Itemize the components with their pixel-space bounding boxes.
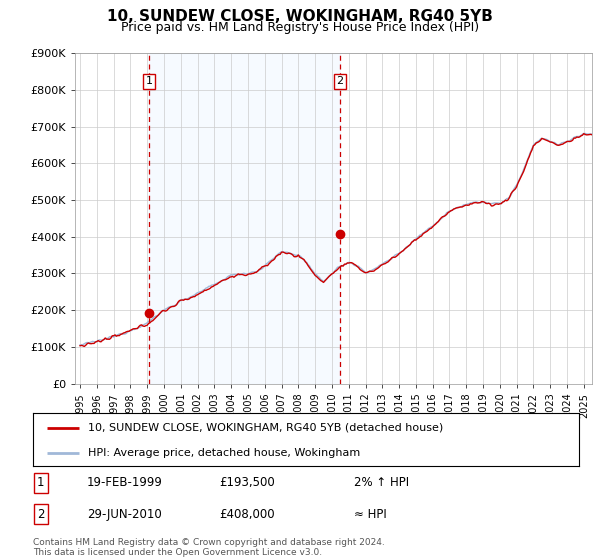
Text: 2% ↑ HPI: 2% ↑ HPI bbox=[354, 476, 409, 489]
Text: HPI: Average price, detached house, Wokingham: HPI: Average price, detached house, Woki… bbox=[88, 447, 360, 458]
Text: ≈ HPI: ≈ HPI bbox=[354, 507, 387, 521]
Text: £408,000: £408,000 bbox=[219, 507, 275, 521]
Bar bbox=[149, 53, 340, 384]
Text: 1: 1 bbox=[37, 476, 44, 489]
Text: 29-JUN-2010: 29-JUN-2010 bbox=[87, 507, 162, 521]
Text: 1: 1 bbox=[146, 76, 153, 86]
Text: £193,500: £193,500 bbox=[219, 476, 275, 489]
Text: 10, SUNDEW CLOSE, WOKINGHAM, RG40 5YB (detached house): 10, SUNDEW CLOSE, WOKINGHAM, RG40 5YB (d… bbox=[88, 423, 443, 433]
Text: 2: 2 bbox=[337, 76, 344, 86]
Text: 2: 2 bbox=[37, 507, 44, 521]
Text: 10, SUNDEW CLOSE, WOKINGHAM, RG40 5YB: 10, SUNDEW CLOSE, WOKINGHAM, RG40 5YB bbox=[107, 9, 493, 24]
Text: Contains HM Land Registry data © Crown copyright and database right 2024.
This d: Contains HM Land Registry data © Crown c… bbox=[33, 538, 385, 557]
Text: Price paid vs. HM Land Registry's House Price Index (HPI): Price paid vs. HM Land Registry's House … bbox=[121, 21, 479, 34]
Text: 19-FEB-1999: 19-FEB-1999 bbox=[87, 476, 163, 489]
